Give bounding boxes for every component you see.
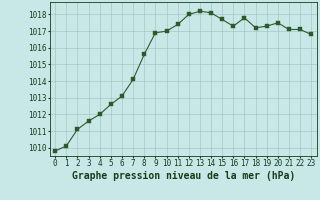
- X-axis label: Graphe pression niveau de la mer (hPa): Graphe pression niveau de la mer (hPa): [72, 171, 295, 181]
